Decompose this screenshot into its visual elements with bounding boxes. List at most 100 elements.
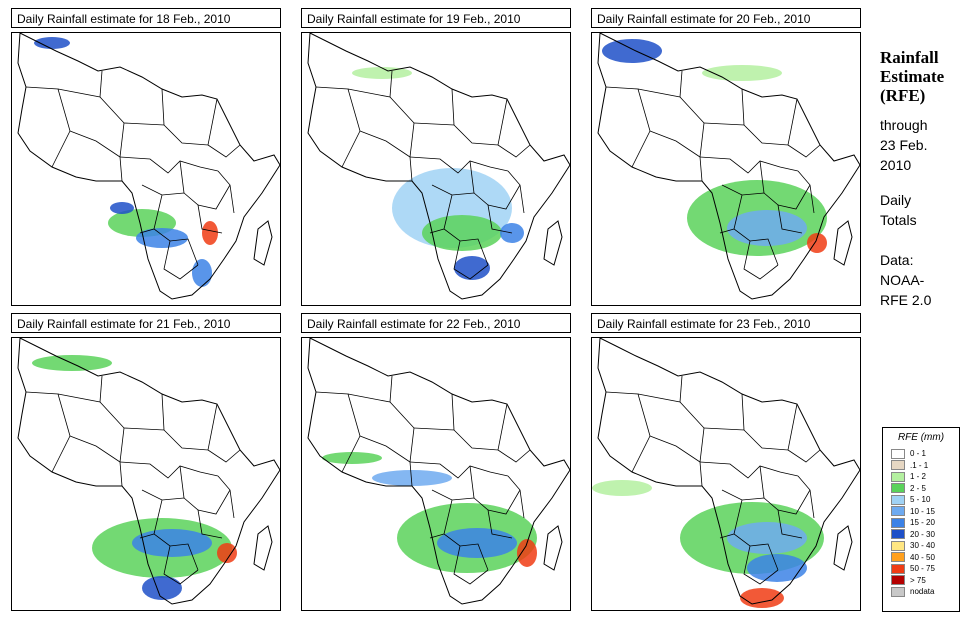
country-border <box>431 489 513 539</box>
rainfall-area <box>437 528 517 558</box>
rainfall-area <box>727 522 807 554</box>
legend-swatch <box>891 575 905 586</box>
legend-item: 5 - 10 <box>883 494 959 506</box>
country-border <box>487 184 521 210</box>
coastline <box>17 33 280 300</box>
country-border <box>429 228 445 234</box>
legend-swatch <box>891 529 905 540</box>
country-border <box>429 533 445 539</box>
legend-swatch <box>891 517 905 528</box>
country-border <box>413 88 455 126</box>
country-border <box>119 156 219 174</box>
panel-title: Daily Rainfall estimate for 18 Feb., 201… <box>11 8 281 28</box>
legend-item: 40 - 50 <box>883 552 959 564</box>
legend-swatch <box>891 471 905 482</box>
country-border <box>699 461 799 479</box>
data-source: RFE 2.0 <box>880 292 932 308</box>
madagascar-outline <box>833 525 853 571</box>
country-border <box>759 160 765 194</box>
legend-label: nodata <box>910 587 935 597</box>
country-border <box>649 130 701 158</box>
country-border <box>497 144 531 158</box>
map-panel-feb23: Daily Rainfall estimate for 23 Feb., 201… <box>591 313 861 611</box>
country-border <box>787 449 821 463</box>
legend-label: 40 - 50 <box>910 552 935 562</box>
rainfall-area <box>132 529 212 557</box>
map-panel-feb19: Daily Rainfall estimate for 19 Feb., 201… <box>301 8 571 306</box>
country-border <box>25 86 71 168</box>
country-border <box>163 98 218 146</box>
country-border <box>453 403 508 451</box>
africa-map-svg <box>307 338 570 605</box>
legend-swatch <box>891 563 905 574</box>
country-border <box>99 375 103 403</box>
country-border <box>197 184 231 210</box>
legend-swatch <box>891 483 905 494</box>
country-border <box>719 228 735 234</box>
madagascar-outline <box>543 220 563 266</box>
rainfall-area <box>454 256 490 280</box>
sidebar-totals: Daily Totals <box>880 190 965 230</box>
legend-item: 30 - 40 <box>883 540 959 552</box>
country-border <box>315 391 361 473</box>
country-border <box>207 144 241 158</box>
rainfall-area <box>142 576 182 600</box>
country-border <box>389 70 393 98</box>
rainfall-map <box>301 32 571 306</box>
rainfall-map <box>301 337 571 611</box>
country-border <box>413 393 455 431</box>
africa-map-svg <box>17 338 280 605</box>
country-border <box>679 70 683 98</box>
rainfall-area <box>422 215 502 251</box>
panel-title: Daily Rainfall estimate for 22 Feb., 201… <box>301 313 571 333</box>
country-border <box>703 88 745 126</box>
country-border <box>743 545 779 585</box>
country-border <box>721 184 803 234</box>
rainfall-map <box>591 337 861 611</box>
africa-map-svg <box>307 33 570 300</box>
country-border <box>721 489 803 539</box>
rainfall-area <box>136 228 188 248</box>
country-border <box>743 403 798 451</box>
rainfall-area <box>807 233 827 253</box>
country-border <box>453 98 508 146</box>
legend-item: 0 - 1 <box>883 448 959 460</box>
legend-swatch <box>891 506 905 517</box>
country-border <box>139 533 155 539</box>
country-border <box>719 533 735 539</box>
rainfall-area <box>517 539 537 567</box>
rainfall-area <box>217 543 237 563</box>
daily-label: Daily <box>880 192 912 208</box>
legend-label: 15 - 20 <box>910 518 935 528</box>
rainfall-area <box>352 67 412 79</box>
country-border <box>703 393 745 431</box>
legend-label: 1 - 2 <box>910 472 927 482</box>
panel-title: Daily Rainfall estimate for 20 Feb., 201… <box>591 8 861 28</box>
country-border <box>605 391 651 473</box>
country-border <box>197 489 231 515</box>
rainfall-area <box>740 588 784 608</box>
africa-map-svg <box>17 33 280 300</box>
totals-label: Totals <box>880 212 917 228</box>
rainfall-area <box>34 37 70 49</box>
map-panel-feb22: Daily Rainfall estimate for 22 Feb., 201… <box>301 313 571 611</box>
country-border <box>207 449 241 463</box>
rainfall-map <box>11 32 281 306</box>
country-border <box>69 435 121 463</box>
end-date: 23 Feb. <box>880 137 928 153</box>
map-panel-feb18: Daily Rainfall estimate for 18 Feb., 201… <box>11 8 281 306</box>
title-line: Estimate <box>880 67 945 86</box>
country-border <box>469 160 475 194</box>
country-border <box>179 160 185 194</box>
legend-swatch <box>891 494 905 505</box>
legend-swatch <box>891 448 905 459</box>
country-border <box>409 461 509 479</box>
africa-map-svg <box>597 33 860 300</box>
legend-item: 1 - 2 <box>883 471 959 483</box>
country-border <box>487 489 521 515</box>
legend-item: .1 - 1 <box>883 460 959 472</box>
map-panel-feb21: Daily Rainfall estimate for 21 Feb., 201… <box>11 313 281 611</box>
country-border <box>679 375 683 403</box>
country-border <box>787 144 821 158</box>
